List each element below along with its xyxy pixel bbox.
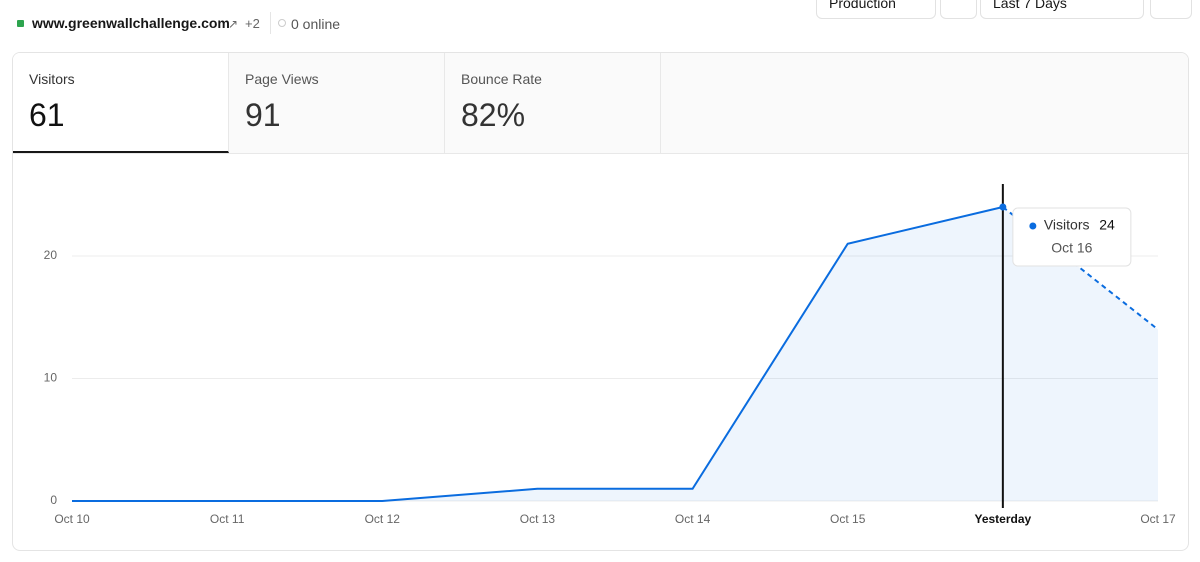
- x-tick-label: Oct 13: [520, 512, 556, 526]
- calendar-button[interactable]: [940, 0, 977, 19]
- y-tick-label: 20: [44, 248, 58, 262]
- metric-tab[interactable]: Visitors 61: [13, 53, 229, 153]
- x-tick-label: Yesterday: [974, 512, 1031, 526]
- metric-value: 61: [29, 97, 65, 133]
- metric-value: 82%: [461, 97, 526, 133]
- external-icon[interactable]: ↗: [228, 17, 239, 31]
- more-domains[interactable]: +2: [245, 16, 260, 31]
- x-tick-label: Oct 14: [675, 512, 711, 526]
- analytics-card: Visitors 61 Page Views 91 Bounce Rate 82%: [12, 52, 1189, 551]
- environment-label: Production: [829, 0, 896, 11]
- tooltip-date: Oct 16: [1051, 240, 1092, 256]
- x-tick-label: Oct 12: [365, 512, 401, 526]
- online-dot: [278, 19, 286, 27]
- tooltip-label: Visitors: [1044, 217, 1090, 233]
- area: [72, 207, 1158, 501]
- point: [999, 203, 1007, 211]
- forecast-line: [1002, 206, 1159, 331]
- metric-label: Page Views: [245, 71, 319, 87]
- x-tick-label: Oct 15: [830, 512, 866, 526]
- range-select[interactable]: Last 7 Days: [980, 0, 1144, 19]
- site-link[interactable]: www.greenwallchallenge.com: [32, 15, 230, 31]
- x-tick-label: Oct 10: [54, 512, 90, 526]
- metric-tab[interactable]: Bounce Rate 82%: [445, 53, 661, 153]
- environment-select[interactable]: Production: [816, 0, 936, 19]
- x-tick-label: Oct 17: [1140, 512, 1176, 526]
- metric-tabs: Visitors 61 Page Views 91 Bounce Rate 82%: [13, 53, 1188, 154]
- menu-button[interactable]: [1150, 0, 1192, 19]
- online-count: 0 online: [291, 16, 341, 32]
- tooltip-value: 24: [1099, 217, 1115, 233]
- tooltip-dot: [1029, 222, 1037, 230]
- separator: [270, 12, 271, 34]
- line: [72, 206, 1004, 502]
- metric-tab[interactable]: Page Views 91: [229, 53, 445, 153]
- metric-value: 91: [245, 97, 281, 133]
- y-tick-label: 10: [44, 371, 58, 385]
- y-tick-label: 0: [50, 493, 57, 507]
- status-dot: [17, 20, 24, 27]
- range-label: Last 7 Days: [993, 0, 1067, 11]
- x-tick-label: Oct 11: [210, 512, 245, 526]
- metric-label: Visitors: [29, 71, 75, 87]
- tooltip: [1012, 207, 1132, 267]
- metric-label: Bounce Rate: [461, 71, 542, 87]
